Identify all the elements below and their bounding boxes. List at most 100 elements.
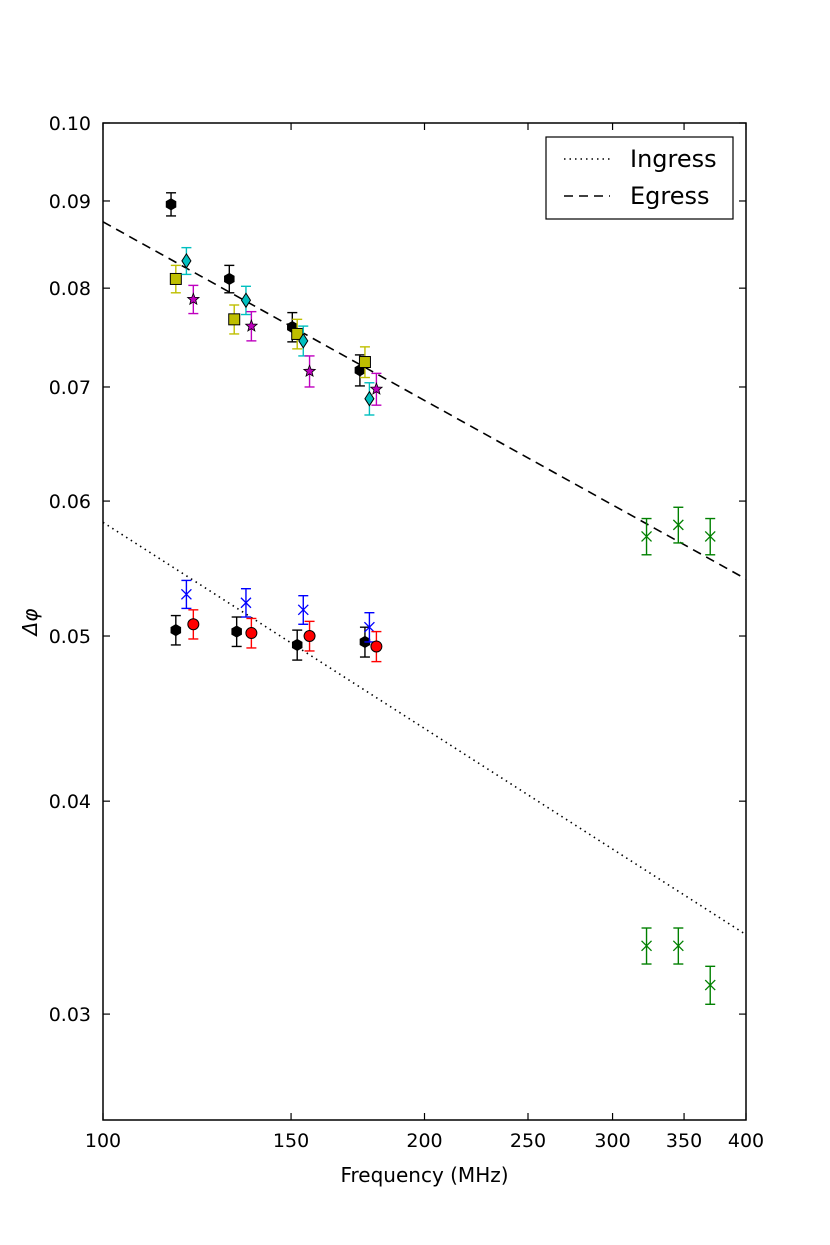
hexagon-marker-shape <box>231 625 242 638</box>
star-marker <box>244 319 259 332</box>
y-tick-label: 0.03 <box>49 1004 91 1026</box>
x-axis-label: Frequency (MHz) <box>340 1163 508 1187</box>
data-point <box>370 630 383 663</box>
y-axis-label: Δφ <box>18 609 42 638</box>
data-point <box>298 325 309 357</box>
data-point <box>369 372 384 406</box>
data-point <box>187 609 200 640</box>
data-point <box>297 594 309 625</box>
x-marker <box>180 588 192 600</box>
x-tick-label: 100 <box>85 1130 121 1152</box>
x-marker-stroke <box>641 530 653 542</box>
hexagon-marker-shape <box>224 272 235 286</box>
hexagon-marker <box>224 272 235 286</box>
data-point <box>186 284 201 315</box>
data-point <box>363 612 375 643</box>
data-point <box>291 629 303 661</box>
data-point <box>302 355 317 388</box>
x-tick-label: 300 <box>594 1130 630 1152</box>
data-point <box>358 346 371 379</box>
x-marker-stroke <box>672 940 684 952</box>
x-marker <box>641 940 653 952</box>
egress-fit-line <box>103 221 746 580</box>
data-point <box>240 285 252 316</box>
circle-marker <box>187 618 200 631</box>
legend: Ingress Egress <box>545 136 734 220</box>
star-marker <box>186 292 201 306</box>
data-point <box>170 614 182 646</box>
x-marker <box>672 519 684 531</box>
x-marker-stroke <box>240 597 252 609</box>
data-point <box>245 617 258 649</box>
hexagon-marker-shape <box>170 624 182 637</box>
legend-label-egress: Egress <box>630 182 710 210</box>
data-point <box>240 588 252 618</box>
x-marker <box>240 597 252 609</box>
circle-marker <box>303 630 316 643</box>
x-marker-stroke <box>363 621 375 633</box>
diamond-marker <box>181 252 192 269</box>
x-marker-stroke <box>297 604 309 616</box>
y-tick-label: 0.10 <box>49 113 91 135</box>
data-point <box>181 246 192 276</box>
star-marker-shape <box>186 292 201 306</box>
series-6 <box>180 579 375 643</box>
circle-marker-shape <box>187 618 200 631</box>
x-marker-stroke <box>704 979 716 991</box>
x-marker-stroke <box>672 519 684 531</box>
x-tick-label: 400 <box>728 1130 764 1152</box>
data-point <box>165 192 177 217</box>
data-point <box>672 927 684 965</box>
diamond-marker <box>240 292 252 309</box>
data-point <box>303 620 316 652</box>
star-marker-shape <box>244 319 259 332</box>
x-marker <box>704 979 716 991</box>
ingress-fit-line <box>103 521 746 936</box>
series-7 <box>187 609 383 663</box>
hexagon-marker-shape <box>165 198 177 211</box>
data-point <box>228 304 241 335</box>
series-2 <box>169 264 371 379</box>
circle-marker <box>245 627 258 640</box>
star-marker-shape <box>302 364 317 378</box>
plot-layer <box>103 192 746 1005</box>
x-marker <box>672 940 684 952</box>
x-marker-stroke <box>704 530 716 542</box>
y-tick-label: 0.09 <box>49 191 91 213</box>
star-marker <box>302 364 317 378</box>
square-marker-shape <box>358 356 371 369</box>
y-tick-label: 0.04 <box>49 791 91 813</box>
hexagon-marker <box>165 198 177 211</box>
square-marker-shape <box>228 313 241 326</box>
square-marker <box>228 313 241 326</box>
hexagon-marker-shape <box>291 638 303 652</box>
series-4 <box>186 284 384 406</box>
legend-box <box>545 136 734 220</box>
data-point <box>231 616 242 648</box>
data-point <box>364 382 375 416</box>
data-point <box>180 579 192 610</box>
series-8 <box>641 506 716 1005</box>
x-tick-label: 150 <box>273 1130 309 1152</box>
circle-marker-shape <box>370 640 383 653</box>
y-tick-label: 0.05 <box>49 626 91 648</box>
diamond-marker <box>298 332 309 349</box>
y-tick-label: 0.07 <box>49 377 91 399</box>
square-marker-shape <box>169 272 182 285</box>
data-point <box>704 517 716 556</box>
data-point <box>672 506 684 544</box>
hexagon-marker <box>170 624 182 637</box>
hexagon-marker <box>231 625 242 638</box>
legend-label-ingress: Ingress <box>630 145 717 173</box>
series-5 <box>170 614 371 661</box>
x-marker <box>704 530 716 542</box>
data-point <box>641 517 653 556</box>
diamond-marker <box>364 390 375 407</box>
x-tick-label: 200 <box>406 1130 442 1152</box>
data-point <box>224 264 235 294</box>
series-1 <box>165 192 366 387</box>
series-3 <box>181 246 375 416</box>
circle-marker <box>370 640 383 653</box>
data-point <box>244 310 259 342</box>
